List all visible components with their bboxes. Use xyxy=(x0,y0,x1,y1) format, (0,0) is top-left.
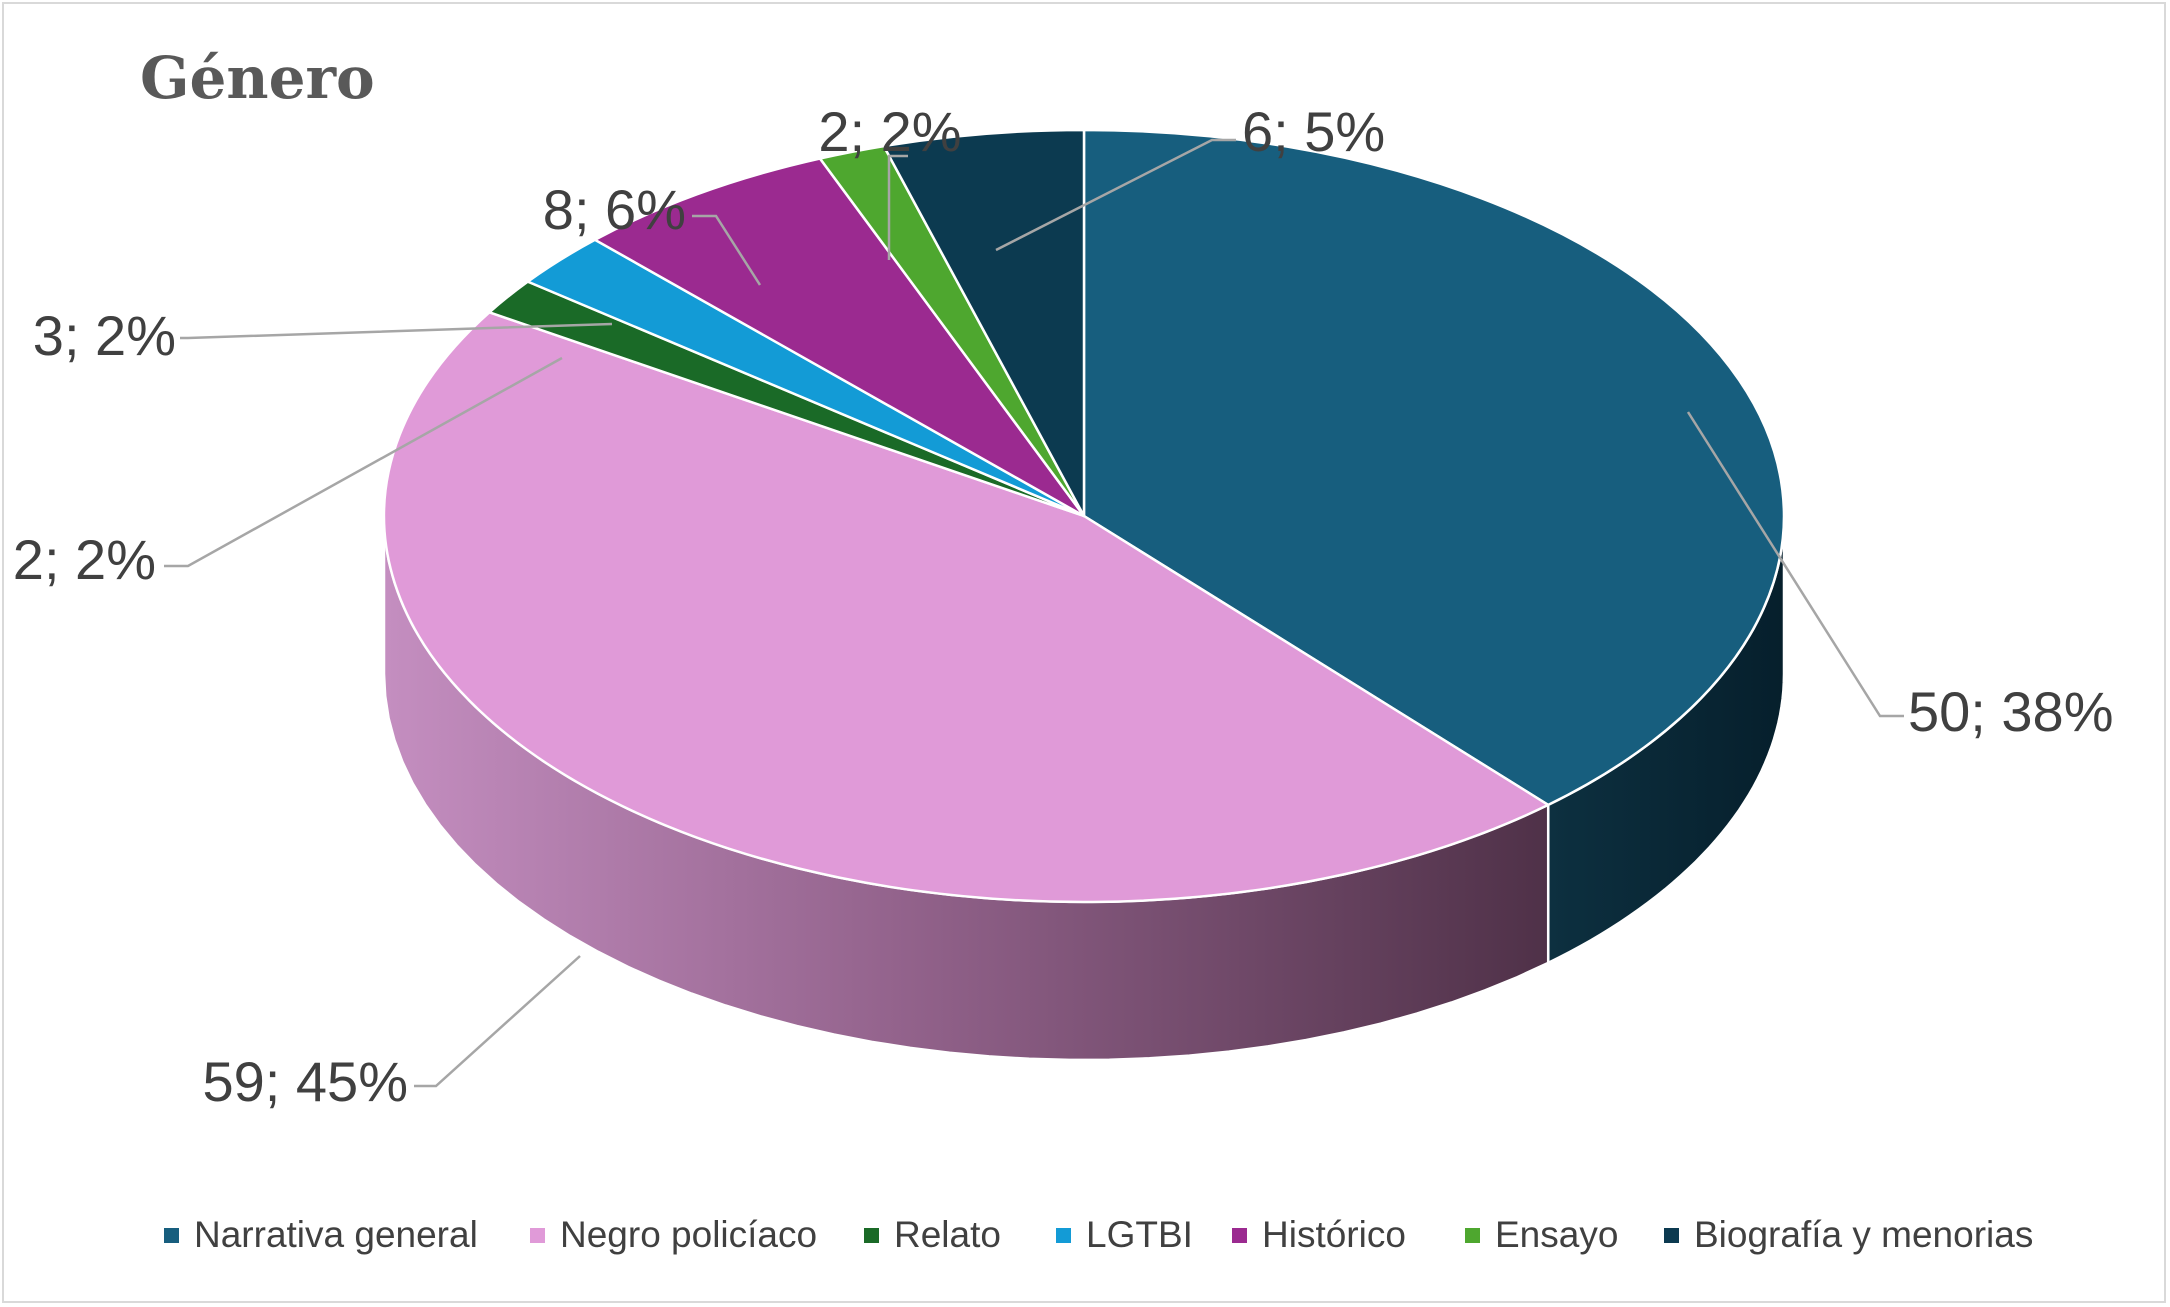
legend-label: LGTBI xyxy=(1086,1214,1193,1255)
legend-label: Histórico xyxy=(1262,1214,1406,1255)
slice-narrativa-general xyxy=(1082,128,1786,807)
legend: Narrativa general Negro policíaco Relato LG… xyxy=(164,1214,2033,1255)
leader-line-narrativa-general xyxy=(1686,411,1904,718)
legend-swatch xyxy=(1232,1228,1247,1243)
leader-line-lgtbi xyxy=(180,322,613,340)
data-label-historico: 8; 6% xyxy=(543,178,686,241)
leader-line-ensayo xyxy=(887,154,908,260)
data-label-relato: 2; 2% xyxy=(13,528,156,591)
leader-line-negro-policiaco xyxy=(414,955,581,1088)
leader-line-historico xyxy=(692,214,762,286)
slice-negro-policiaco xyxy=(382,311,1550,904)
legend-swatch xyxy=(1465,1228,1480,1243)
leader-line-biografia-y-menorias xyxy=(995,138,1236,252)
chart-title: Género xyxy=(140,44,375,112)
data-label-negro-policiaco: 59; 45% xyxy=(203,1050,409,1113)
legend-item-biografia-y-menorias: Biografía y menorias xyxy=(1664,1214,2033,1255)
legend-item-historico: Histórico xyxy=(1232,1214,1406,1255)
data-label-narrativa-general: 50; 38% xyxy=(1908,680,2114,743)
legend-label: Relato xyxy=(894,1214,1001,1255)
legend-label: Ensayo xyxy=(1495,1214,1618,1255)
legend-swatch xyxy=(530,1228,545,1243)
legend-item-ensayo: Ensayo xyxy=(1465,1214,1618,1255)
legend-swatch xyxy=(1056,1228,1071,1243)
leader-line-relato xyxy=(164,356,563,568)
legend-item-negro-policiaco: Negro policíaco xyxy=(530,1214,817,1255)
slice-biografia-y-menorias xyxy=(882,128,1086,518)
legend-label: Negro policíaco xyxy=(560,1214,817,1255)
legend-item-narrativa-general: Narrativa general xyxy=(164,1214,478,1255)
data-label-biografia-y-menorias: 6; 5% xyxy=(1242,100,1385,163)
data-label-ensayo: 2; 2% xyxy=(818,100,961,163)
legend-item-relato: Relato xyxy=(864,1214,1001,1255)
slice-historico xyxy=(593,157,1086,518)
legend-swatch xyxy=(864,1228,879,1243)
legend-item-lgtbi: LGTBI xyxy=(1056,1214,1193,1255)
legend-label: Narrativa general xyxy=(194,1214,478,1255)
legend-swatch xyxy=(164,1228,179,1243)
data-label-lgtbi: 3; 2% xyxy=(33,304,176,367)
legend-swatch xyxy=(1664,1228,1679,1243)
legend-label: Biografía y menorias xyxy=(1694,1214,2033,1255)
